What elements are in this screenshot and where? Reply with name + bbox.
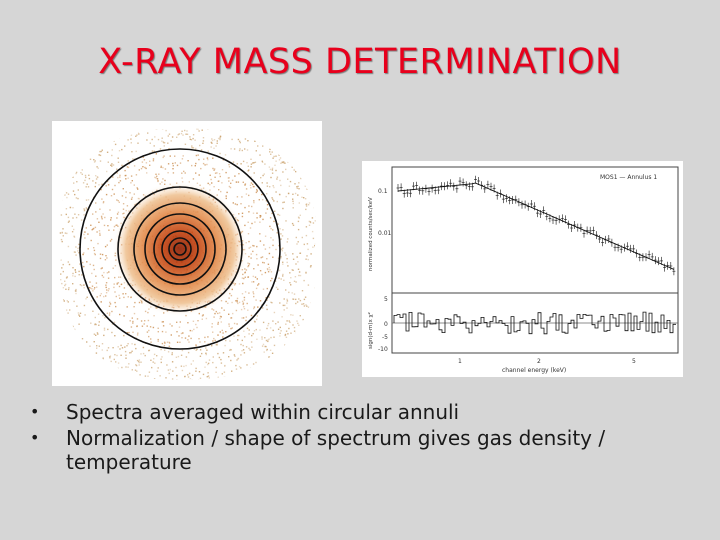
bullet-list: • Spectra averaged within circular annuli… [30,400,710,476]
x-tick-3: 5 [632,358,636,365]
bullet-dot: • [30,428,40,447]
spectrum-figure: MOS1 — Annulus 1 normalized counts/sec/k… [367,166,679,374]
top-tick-2: 0.01 [378,230,392,237]
spectrum-plot: MOS1 — Annulus 1 normalized counts/sec/k… [362,161,683,377]
bullet-item-2: • Normalization / shape of spectrum gives… [30,426,606,474]
slide-title: X-RAY MASS DETERMINATION [98,42,622,82]
bottom-tick-2: 0 [384,321,388,328]
x-axis-label: channel energy (keV) [502,367,566,374]
residual-steps [393,311,676,335]
x-tick-2: 2 [537,358,541,365]
xray-cluster-map [59,128,317,380]
bottom-tick-3: -5 [382,334,388,341]
spectrum-panel-label: MOS1 — Annulus 1 [600,174,657,181]
x-tick-1: 1 [458,358,462,365]
bullet-dot: • [30,402,40,421]
bottom-tick-1: 5 [384,296,388,303]
xray-image [52,121,322,386]
spectrum-data-points [396,175,676,276]
top-tick-1: 0.1 [378,188,388,195]
bullet-item-1: • Spectra averaged within circular annuli [30,400,460,424]
spectrum-model-line [397,182,675,270]
bottom-tick-4: -10 [378,346,388,353]
bottom-ylabel: sign(d-m)x χ² [367,312,374,349]
top-ylabel: normalized counts/sec/keV [368,197,374,271]
